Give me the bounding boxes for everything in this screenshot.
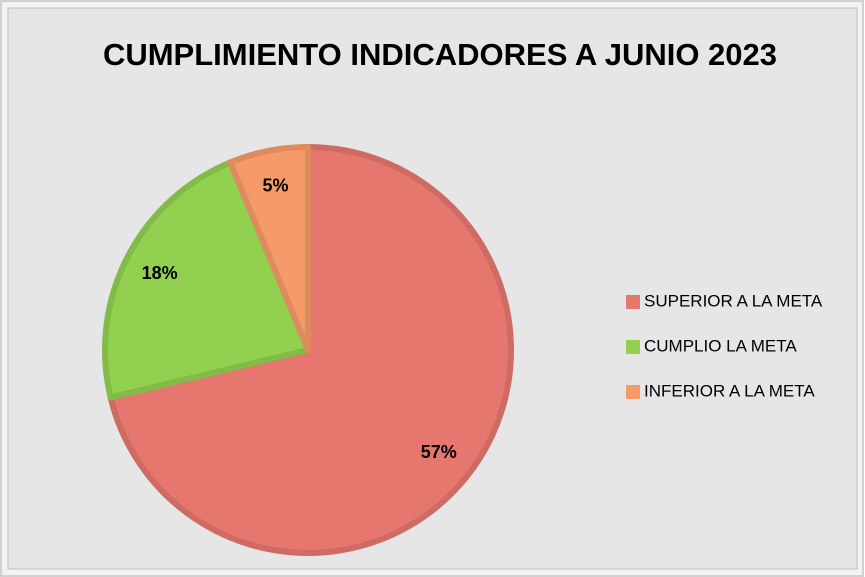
legend-label: SUPERIOR A LA META: [644, 291, 823, 310]
legend-label: CUMPLIO LA META: [644, 336, 797, 355]
data-label: 18%: [142, 263, 178, 283]
pie-slice: [227, 144, 311, 353]
data-label: 57%: [421, 442, 457, 462]
data-label: 5%: [263, 175, 289, 195]
legend-swatch: [626, 340, 640, 354]
pie-slice: [102, 159, 311, 401]
legend-label: INFERIOR A LA META: [644, 381, 815, 400]
chart-title: CUMPLIMIENTO INDICADORES A JUNIO 2023: [102, 37, 778, 72]
legend-swatch: [626, 385, 640, 399]
legend-swatch: [626, 295, 640, 309]
